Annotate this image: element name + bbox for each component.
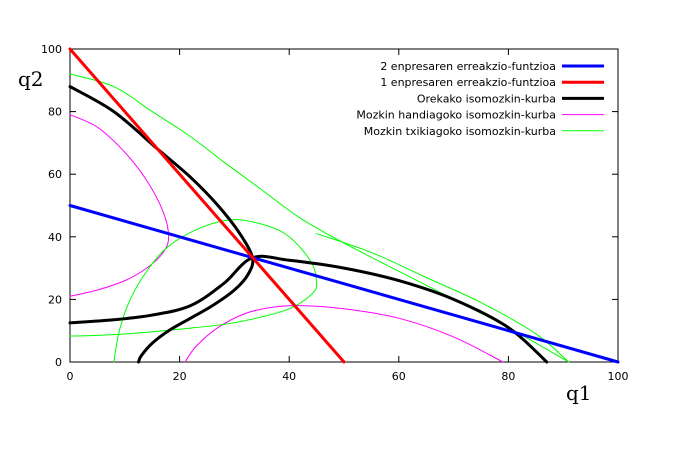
legend-label: Mozkin handiagoko isomozkin-kurba <box>356 109 556 122</box>
legend-label: 1 enpresaren erreakzio-funtzioa <box>380 76 556 89</box>
equilibrium-isoprofit-curve-group <box>68 85 549 364</box>
reaction-function-firm1-line-0 <box>68 47 346 364</box>
higher-profit-isoprofit-curve-group <box>69 114 504 363</box>
x-tick-label: 100 <box>608 370 629 383</box>
y-tick-label: 40 <box>48 231 62 244</box>
legend-label: Orekako isomozkin-kurba <box>417 92 556 105</box>
y-tick-label: 80 <box>48 106 62 119</box>
x-tick-label: 40 <box>282 370 296 383</box>
y-tick-label: 60 <box>48 168 62 181</box>
equilibrium-isoprofit-curve-1 <box>68 254 549 364</box>
higher-profit-isoprofit-curve-0 <box>69 114 170 297</box>
legend-label: Mozkin txikiagoko isomozkin-kurba <box>364 125 556 138</box>
plot-curves <box>68 47 620 364</box>
axis-ticks: 0 20 40 60 80 100 0 20 40 60 80 100 <box>41 43 629 383</box>
lower-profit-isoprofit-curve-2 <box>316 233 570 363</box>
legend-label: 2 enpresaren erreakzio-funtzioa <box>380 60 556 73</box>
equilibrium-isoprofit-curve-0 <box>68 85 255 364</box>
reaction-function-firm1-line-group <box>68 47 346 364</box>
x-tick-label: 60 <box>392 370 406 383</box>
y-tick-label: 20 <box>48 293 62 306</box>
y-tick-label: 100 <box>41 43 62 56</box>
x-tick-label: 20 <box>173 370 187 383</box>
reaction-function-firm2-line-group <box>68 204 620 364</box>
x-tick-label: 0 <box>67 370 74 383</box>
x-axis-label: q1 <box>566 381 592 405</box>
y-tick-label: 0 <box>55 356 62 369</box>
y-axis-label: q2 <box>18 67 44 91</box>
legend: 2 enpresaren erreakzio-funtzioa 1 enpresa… <box>356 60 604 138</box>
reaction-function-firm2-line-0 <box>68 204 620 364</box>
higher-profit-isoprofit-curve-1 <box>184 305 504 363</box>
x-tick-label: 80 <box>501 370 515 383</box>
